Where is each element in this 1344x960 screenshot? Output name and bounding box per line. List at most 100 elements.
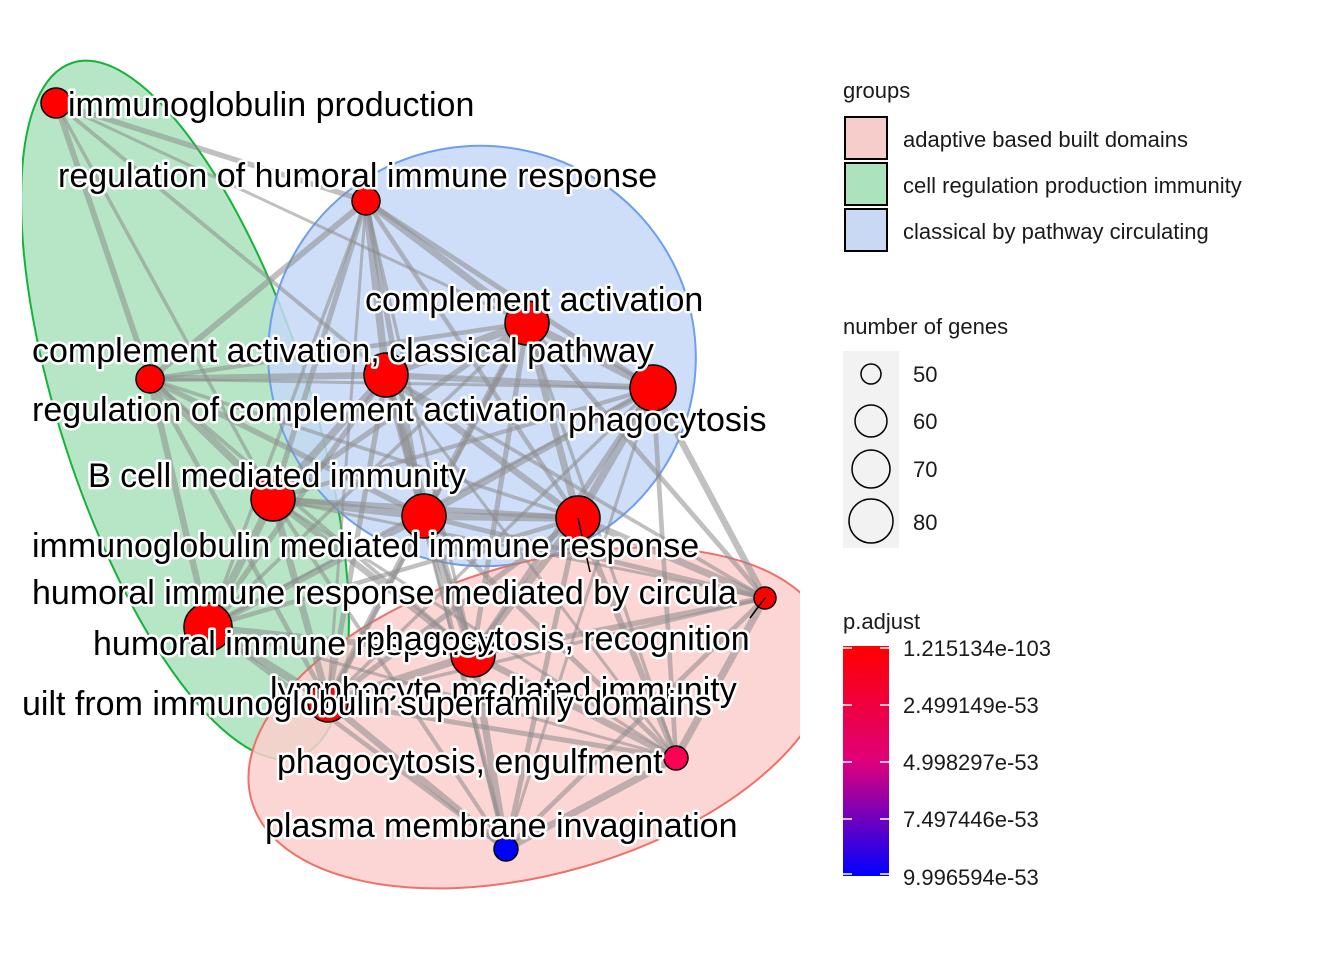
legend-size-title: number of genes [843,314,1008,339]
similarity-edge [146,375,212,631]
legend-label-classical: classical by pathway circulating [903,219,1209,244]
legend-color-label: 2.499149e-53 [903,693,1039,718]
legend-key-adaptive [844,116,888,160]
node-label: humoral immune response mediated by circ… [32,574,737,612]
similarity-edge [524,320,768,601]
legend-color-title: p.adjust [843,609,920,634]
group-hull-adaptive-based-built-domains [247,546,800,890]
similarity-edge [54,101,388,377]
similarity-edge [574,514,769,602]
legend-size-label: 60 [913,409,937,434]
similarity-edge [205,515,581,630]
legend-size: number of genes 50 60 70 80 [843,314,1008,548]
similarity-edge [502,754,680,853]
node-regulation-of-humoral-immune-response[interactable] [351,186,381,216]
similarity-edge [54,101,275,501]
legend-size-label: 50 [913,362,937,387]
node-label: B cell mediated immunity [88,457,466,495]
similarity-edge [326,596,767,704]
legend-color-label: 4.998297e-53 [903,750,1039,775]
node-b-cell-mediated-immunity[interactable] [250,476,296,522]
legend-groups: groups adaptive based built domains cell… [843,78,1242,252]
similarity-edge [324,651,477,706]
similarity-edge [382,371,582,522]
node-phagocytosis[interactable] [629,364,677,412]
node-label: phagocytosis [568,401,766,439]
similarity-edge [470,595,768,658]
legend-size-circle-60 [854,404,888,438]
node-label: plasma membrane invagination [265,807,737,845]
node-label: phagocytosis, recognition [366,620,750,658]
node-label: uilt from immunoglobulin superfamily dom… [22,685,712,723]
similarity-edge [326,199,368,704]
label-leader-lines [577,517,766,619]
similarity-edge [504,386,655,851]
similarity-edge [363,198,656,391]
similarity-edge [204,623,477,659]
node-immunoglobulin-mediated-immune-response[interactable] [401,493,447,539]
legend-color: p.adjust 1.215134e-103 2.499149e-53 4.99… [843,609,1051,890]
node-label: complement activation [365,281,703,319]
legend-size-circle-80 [848,498,894,544]
similarity-edge [469,514,582,659]
similarity-edge [204,512,428,631]
node-label: lymphocyte mediated immunity [270,671,737,709]
node-immunoglobulin-superfamily-domains[interactable] [307,681,349,723]
similarity-edge [271,497,678,760]
similarity-edge [53,100,153,382]
legend-color-bar [843,646,889,876]
node-layer [40,87,777,862]
similarity-edge [503,515,581,852]
similarity-edge [271,497,767,600]
node-immunoglobulin-production[interactable] [40,87,72,119]
node-complement-activation-classical-pathway[interactable] [363,352,409,398]
node-label: regulation of complement activation [32,391,567,429]
similarity-edge [147,376,427,519]
similarity-edge [325,699,679,761]
node-label: immunoglobulin mediated immune response [32,527,699,565]
node-label: complement activation, classical pathway [32,332,654,370]
similarity-edge [420,512,582,522]
legend-color-label: 1.215134e-103 [903,636,1051,661]
node-phagocytosis-engulfment[interactable] [663,745,689,771]
similarity-edge [271,497,508,851]
node-label: immunoglobulin production [68,86,474,124]
node-regulation-of-complement-activation[interactable] [135,364,165,394]
node-humoral-immune-response[interactable] [183,602,233,652]
legend-key-cell-regulation [844,162,888,206]
similarity-edge [469,651,680,762]
similarity-edge [574,514,680,762]
similarity-edge [147,198,369,382]
network-panel: immunoglobulin production regulation of … [22,59,800,890]
similarity-edge [672,594,769,762]
similarity-edge [469,651,510,853]
node-plasma-membrane-invagination[interactable] [493,836,519,862]
node-lymphocyte-mediated-immunity[interactable] [450,632,496,678]
legend-label-adaptive: adaptive based built domains [903,127,1188,152]
legend-groups-title: groups [843,78,910,103]
similarity-edge [324,512,428,706]
legend-size-label: 80 [913,510,937,535]
legend-size-circle-50 [860,363,882,385]
legend-color-ticks [843,647,889,875]
legend-color-label: 7.497446e-53 [903,807,1039,832]
label-layer: immunoglobulin production regulation of … [22,84,769,848]
legend-color-label: 9.996594e-53 [903,865,1039,890]
similarity-edge [525,321,678,760]
similarity-edge [325,372,389,705]
legend-size-label: 70 [913,457,937,482]
similarity-edge [206,625,678,760]
similarity-edge [206,199,368,629]
edge-layer [53,100,769,853]
similarity-edge [384,373,767,600]
node-label: humoral immune response [93,625,496,663]
similarity-edge [147,320,530,382]
similarity-edge [382,319,531,379]
node-complement-activation[interactable] [504,300,550,346]
similarity-edge [523,319,582,522]
similarity-edge [421,513,509,852]
similarity-edge [53,100,369,204]
legend-label-cell-regulation: cell regulation production immunity [903,173,1242,198]
node-label: phagocytosis, engulfment [277,743,663,781]
